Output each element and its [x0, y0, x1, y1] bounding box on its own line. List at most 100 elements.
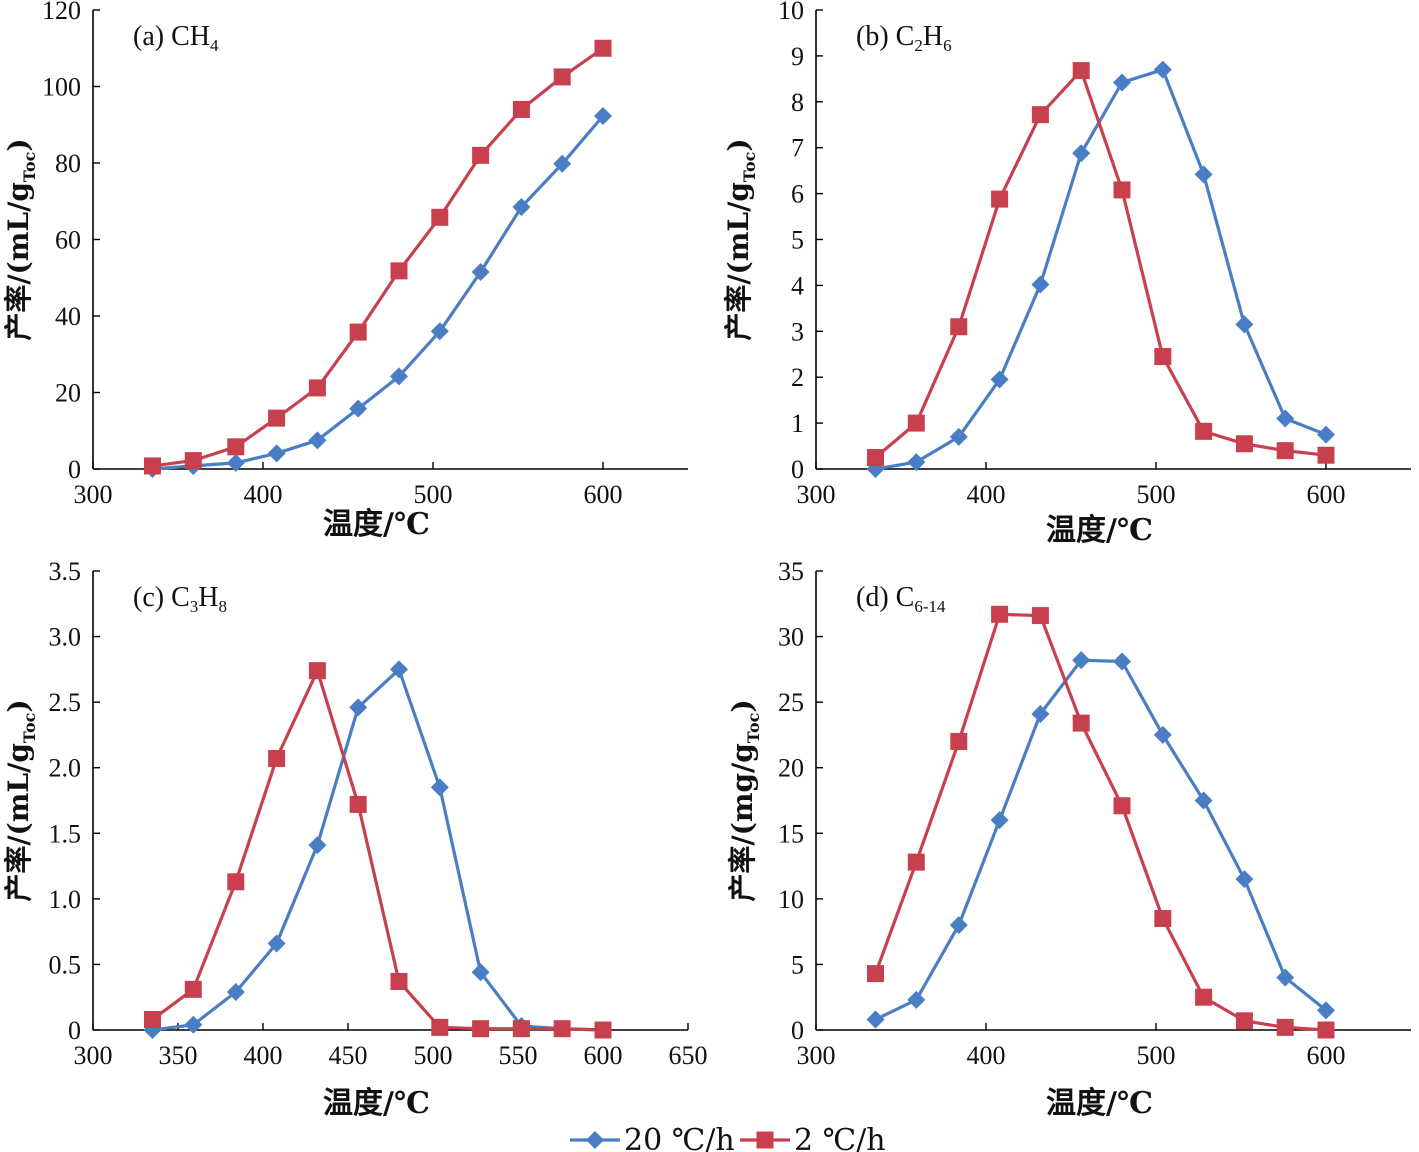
data-point-square	[867, 449, 884, 467]
data-point-diamond	[1072, 144, 1091, 163]
data-point-diamond	[1194, 791, 1213, 810]
series-20C-per-h	[143, 106, 612, 478]
y-tick-label: 120	[42, 0, 81, 25]
data-point-square	[1235, 1012, 1253, 1030]
data-point-square	[867, 965, 884, 983]
data-point-square	[1276, 442, 1294, 460]
data-point-diamond	[1113, 652, 1131, 671]
series-line	[874, 68, 1327, 459]
data-point-square	[184, 452, 202, 470]
y-tick-label: 0	[68, 455, 81, 484]
x-tick-label: 500	[1137, 480, 1176, 509]
data-point-diamond	[594, 106, 612, 125]
data-point-square	[512, 100, 530, 118]
data-point-diamond	[349, 399, 368, 418]
data-point-square	[390, 262, 408, 280]
data-point-square	[1113, 797, 1131, 815]
data-point-diamond	[1276, 968, 1295, 987]
data-point-square	[184, 980, 202, 998]
x-tick-label: 400	[967, 1041, 1006, 1070]
data-point-square	[1235, 435, 1253, 453]
y-tick-label: 10	[778, 0, 804, 25]
legend-label: 20 ℃/h	[624, 1123, 735, 1152]
data-point-diamond	[471, 963, 490, 982]
data-point-diamond	[1031, 704, 1050, 723]
x-tick-label: 300	[74, 1041, 113, 1070]
y-tick-label: 7	[791, 134, 804, 163]
y-axis-label: 产率/(mL/gToc)	[2, 699, 39, 901]
y-tick-label: 0	[791, 1016, 804, 1045]
data-point-square	[907, 853, 925, 871]
panel-c: 0 0.5 1.0 1.5 2.0 2.5 3.0 3.5 300 350 400 450 500 550…	[2, 557, 708, 1121]
x-tick-label: 450	[329, 1041, 368, 1070]
y-axis-label: 产率/(mL/gToc)	[2, 138, 39, 340]
data-point-diamond	[1113, 73, 1131, 92]
data-point-square	[308, 662, 326, 680]
y-tick-label: 9	[791, 42, 804, 71]
data-point-diamond	[308, 836, 327, 855]
y-tick-label: 3.0	[49, 623, 82, 652]
x-tick-label: 500	[414, 1041, 453, 1070]
y-tick-label: 2.0	[49, 754, 82, 783]
x-axis-label: 温度/℃	[1046, 513, 1153, 548]
data-point-diamond	[1235, 315, 1254, 334]
data-point-square	[308, 379, 326, 397]
data-point-square	[144, 457, 161, 475]
y-tick-label: 20	[55, 379, 81, 408]
data-point-square	[349, 323, 367, 341]
data-point-square	[472, 146, 490, 164]
data-point-diamond	[184, 1015, 203, 1034]
data-point-square	[991, 190, 1009, 208]
data-point-diamond	[1276, 409, 1295, 428]
x-tick-label: 650	[669, 1041, 708, 1070]
data-point-diamond	[949, 427, 968, 446]
panel-title: (a) CH4	[133, 21, 219, 55]
panel-title: (d) C6-14	[856, 582, 946, 616]
data-point-square	[227, 438, 245, 456]
y-tick-label: 3.5	[49, 557, 82, 586]
x-tick-label: 600	[584, 1041, 623, 1070]
data-point-diamond	[390, 367, 408, 386]
series-2C-per-h	[867, 605, 1335, 1039]
series-20C-per-h	[866, 651, 1335, 1029]
data-point-diamond	[1317, 1001, 1335, 1020]
y-tick-label: 35	[778, 557, 804, 586]
data-point-diamond	[267, 444, 286, 463]
data-point-square	[431, 208, 449, 226]
data-point-diamond	[1153, 60, 1172, 79]
data-point-square	[907, 414, 925, 432]
series-2C-per-h	[867, 62, 1335, 467]
y-tick-label: 4	[791, 271, 804, 300]
y-tick-label: 6	[791, 180, 804, 209]
data-point-square	[1195, 422, 1213, 440]
data-point-square	[594, 1021, 612, 1039]
data-point-diamond	[553, 154, 572, 173]
data-point-diamond	[430, 322, 449, 341]
y-axis-label: 产率/(mg/gToc)	[726, 699, 763, 901]
data-point-diamond	[226, 453, 245, 472]
legend-marker-square	[756, 1131, 774, 1149]
y-tick-label: 3	[791, 317, 804, 346]
x-tick-label: 500	[1137, 1041, 1176, 1070]
x-tick-label: 300	[74, 480, 113, 509]
data-point-square	[144, 1011, 161, 1029]
data-point-square	[950, 318, 968, 336]
data-point-square	[1195, 988, 1213, 1006]
y-tick-label: 60	[55, 226, 81, 255]
data-point-square	[227, 873, 245, 891]
data-point-diamond	[1235, 870, 1254, 889]
data-point-square	[1317, 1021, 1335, 1039]
y-tick-label: 0	[791, 455, 804, 484]
y-tick-label: 2	[791, 363, 804, 392]
data-point-diamond	[308, 431, 327, 450]
y-tick-label: 25	[778, 688, 804, 717]
x-axis-label: 温度/℃	[323, 1086, 430, 1121]
y-tick-label: 1.0	[49, 885, 82, 914]
data-point-square	[1154, 910, 1172, 928]
data-point-diamond	[390, 660, 408, 679]
x-tick-label: 400	[244, 480, 283, 509]
legend-marker-diamond	[586, 1131, 604, 1149]
legend-item: 20 ℃/h	[570, 1123, 735, 1152]
y-tick-label: 5	[791, 226, 804, 255]
